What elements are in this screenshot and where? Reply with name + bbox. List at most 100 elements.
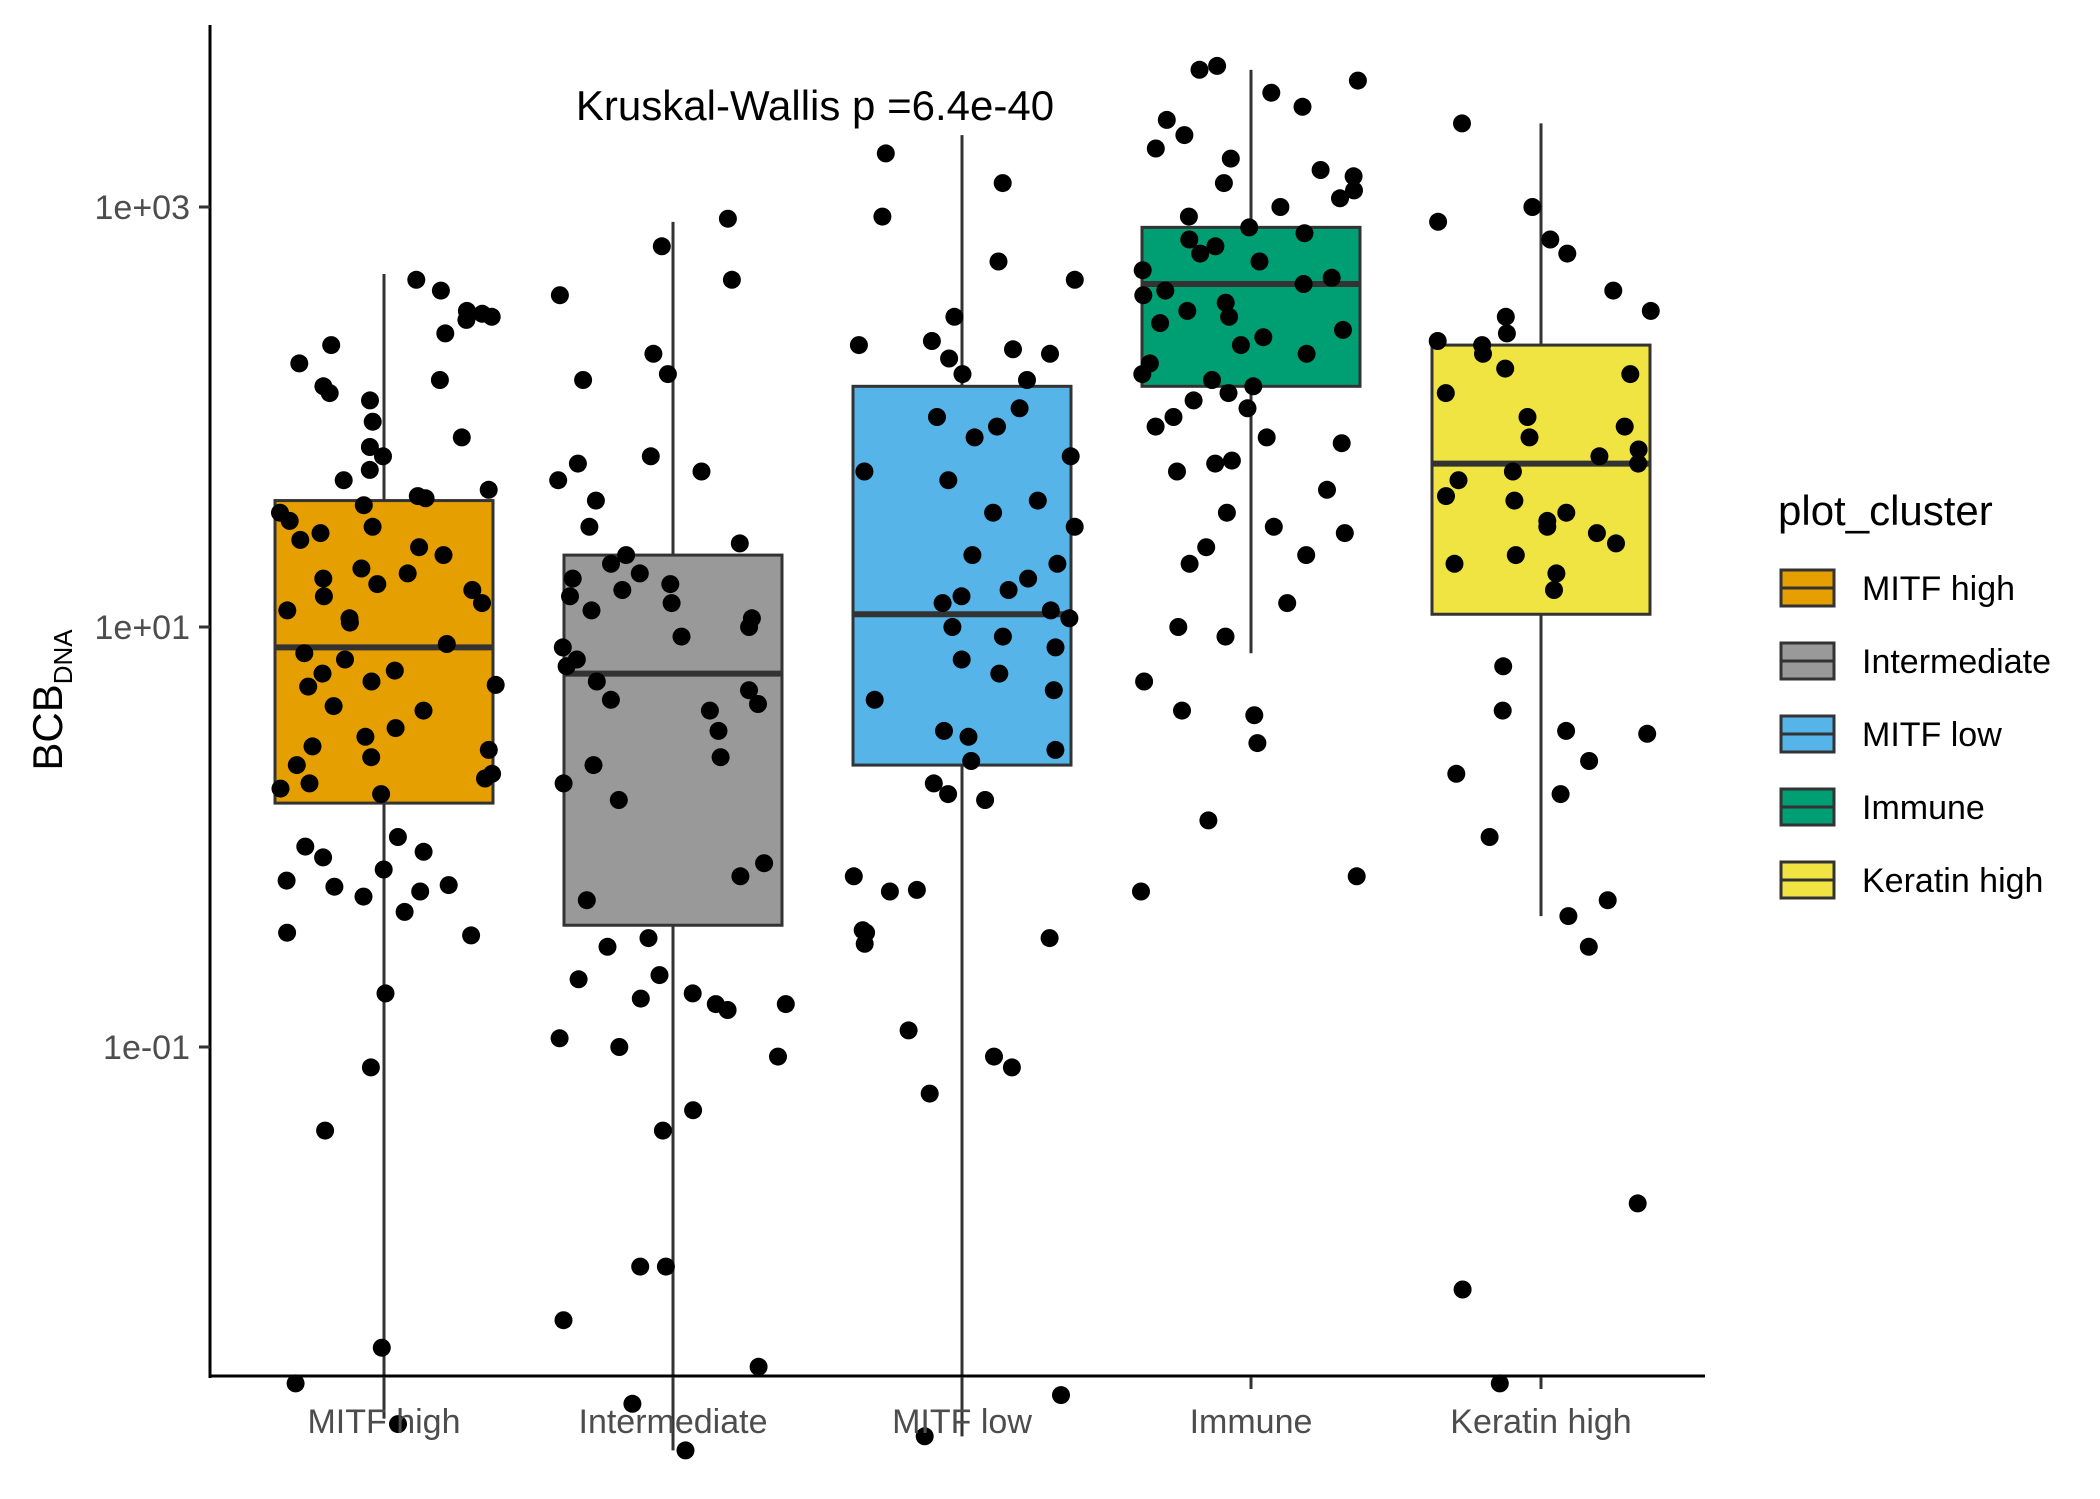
data-point xyxy=(1199,811,1218,830)
data-point xyxy=(372,785,391,804)
legend-label: Immune xyxy=(1862,789,1985,827)
y-axis-title: BCBDNA xyxy=(24,629,78,771)
box-rect-2 xyxy=(851,384,1073,767)
data-point xyxy=(1453,1280,1472,1299)
data-point xyxy=(1046,638,1065,657)
data-point xyxy=(1293,97,1312,116)
data-point xyxy=(1449,471,1468,490)
data-point xyxy=(718,209,737,228)
data-point xyxy=(1240,218,1259,237)
data-point xyxy=(749,695,767,713)
data-point xyxy=(684,1101,703,1120)
data-point xyxy=(1019,569,1038,588)
legend-item: MITF high xyxy=(1779,568,2015,608)
data-point xyxy=(584,756,603,775)
data-point xyxy=(1604,281,1623,300)
data-point xyxy=(1332,434,1351,453)
data-point xyxy=(1135,672,1154,691)
data-point xyxy=(1216,627,1235,646)
data-point xyxy=(1018,371,1036,389)
data-point xyxy=(844,867,863,886)
y-tick-label: 1e+03 xyxy=(95,189,191,227)
data-point xyxy=(939,785,958,804)
data-point xyxy=(314,848,333,867)
data-point xyxy=(1506,546,1525,565)
data-point xyxy=(1206,454,1225,473)
data-point xyxy=(411,882,430,901)
data-point xyxy=(1048,554,1067,573)
data-point xyxy=(414,701,433,720)
data-point xyxy=(410,538,429,557)
data-point xyxy=(361,1058,380,1077)
data-point xyxy=(395,902,414,921)
data-point xyxy=(430,371,449,389)
data-point xyxy=(473,594,491,613)
data-point xyxy=(1046,740,1065,759)
data-point xyxy=(993,174,1012,193)
data-point xyxy=(853,921,872,940)
data-point xyxy=(924,774,943,793)
legend-items: MITF high Intermediate MITF low Immune Kerat… xyxy=(1779,568,2051,900)
data-point xyxy=(907,880,926,899)
data-point xyxy=(407,270,426,289)
data-point xyxy=(1545,581,1563,599)
data-point xyxy=(1264,517,1283,536)
data-point xyxy=(452,428,471,447)
data-point xyxy=(1010,399,1029,418)
data-point xyxy=(1245,706,1264,725)
data-point xyxy=(1146,139,1165,158)
data-point xyxy=(354,887,373,906)
legend-item: MITF low xyxy=(1779,714,2002,754)
data-point xyxy=(915,1427,934,1446)
data-point xyxy=(1347,867,1366,886)
legend: plot_cluster MITF high Intermediate MITF l… xyxy=(1778,487,2051,900)
x-tick-label: Immune xyxy=(1190,1403,1313,1441)
data-point xyxy=(563,569,582,588)
data-point xyxy=(1598,891,1617,910)
data-point xyxy=(722,270,741,289)
data-point xyxy=(1254,328,1273,347)
data-point xyxy=(372,1338,391,1357)
data-point xyxy=(1065,517,1084,536)
data-point xyxy=(1295,224,1314,243)
data-point xyxy=(436,324,455,343)
data-point xyxy=(1262,83,1281,102)
data-point xyxy=(1547,564,1566,583)
data-point xyxy=(362,672,381,691)
data-point xyxy=(609,791,628,809)
points-layer xyxy=(271,56,1660,1460)
data-point xyxy=(313,664,332,683)
box-4 xyxy=(1430,123,1652,917)
data-point xyxy=(1041,601,1060,620)
data-point xyxy=(287,756,306,775)
data-point xyxy=(1238,399,1257,418)
box-rect-4 xyxy=(1430,343,1652,616)
data-point xyxy=(336,650,354,669)
data-point xyxy=(1250,252,1269,271)
data-point xyxy=(1052,1386,1070,1405)
data-point xyxy=(711,748,730,767)
data-point xyxy=(1044,681,1063,700)
data-point xyxy=(1190,60,1209,79)
data-point xyxy=(1164,408,1183,426)
box-2 xyxy=(851,135,1073,1437)
data-point xyxy=(933,594,952,613)
data-point xyxy=(577,891,596,910)
data-point xyxy=(1590,447,1609,466)
data-point xyxy=(1173,701,1191,720)
data-point xyxy=(300,774,319,793)
data-point xyxy=(1587,524,1606,543)
data-point xyxy=(920,1084,939,1103)
data-point xyxy=(567,650,586,669)
data-point xyxy=(1579,937,1598,956)
data-point xyxy=(1297,546,1316,565)
data-point xyxy=(325,877,344,896)
data-point xyxy=(943,618,962,636)
data-point xyxy=(483,764,502,783)
data-point xyxy=(742,609,761,628)
data-point xyxy=(935,721,953,740)
data-point xyxy=(709,721,728,740)
data-point xyxy=(1179,207,1198,226)
data-point xyxy=(1216,293,1235,312)
data-point xyxy=(1447,764,1466,783)
